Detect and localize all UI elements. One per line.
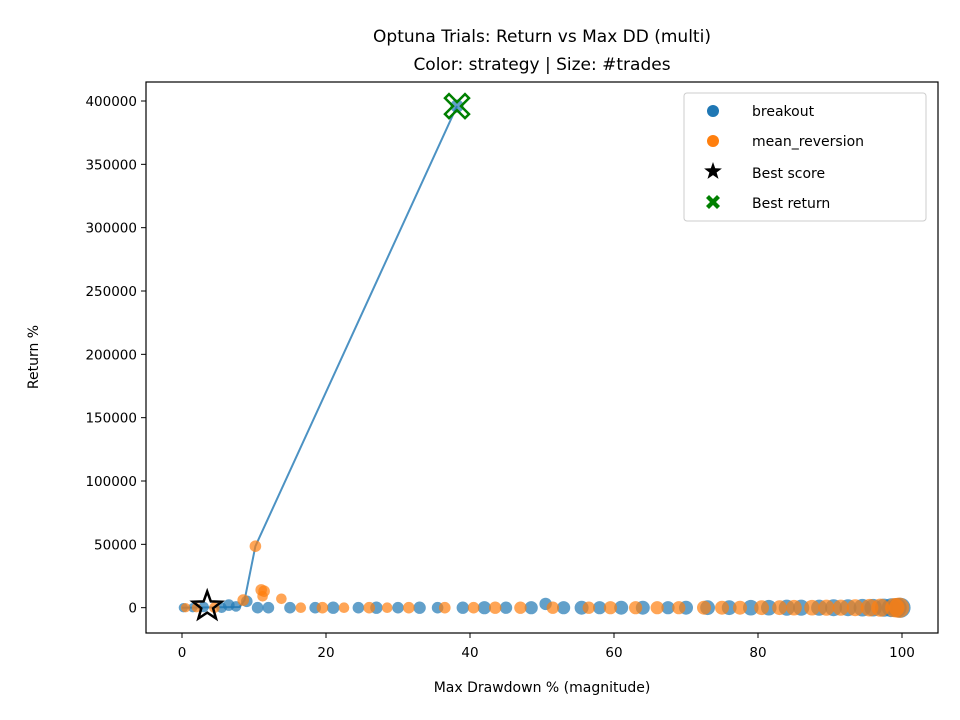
scatter-point-mean-reversion (818, 599, 835, 616)
scatter-point-mean-reversion (582, 601, 595, 614)
scatter-point-breakout (614, 600, 629, 615)
scatter-point-mean-reversion (180, 603, 191, 613)
scatter-point-mean-reversion (832, 599, 849, 616)
scatter-point-breakout (230, 601, 242, 612)
legend-label-mean-reversion: mean_reversion (752, 134, 864, 150)
scatter-point-mean-reversion (871, 598, 890, 617)
y-tick-label: 150000 (85, 411, 137, 427)
y-tick-label: 250000 (85, 284, 137, 300)
scatter-point-breakout (524, 601, 538, 615)
scatter-point-mean-reversion (650, 601, 664, 615)
scatter-point-breakout (327, 601, 340, 614)
scatter-point-mean-reversion (439, 601, 451, 614)
scatter-point-breakout (661, 601, 675, 615)
scatter-point-mean-reversion (338, 602, 350, 613)
scatter-point-mean-reversion (603, 601, 618, 615)
scatter-point-mean-reversion (786, 599, 802, 616)
scatter-point-mean-reversion (257, 591, 268, 602)
plot-frame (145, 81, 939, 634)
y-tick-label: 350000 (85, 157, 137, 173)
x-tick-label: 0 (178, 645, 187, 661)
x-tick-label: 100 (889, 645, 915, 661)
y-tick-label: 400000 (85, 94, 137, 110)
scatter-point-mean-reversion (363, 601, 376, 614)
series-mean-reversion (180, 540, 910, 618)
y-tick-label: 50000 (94, 537, 137, 553)
legend-label-best-return: Best return (752, 196, 830, 212)
scatter-point-breakout (251, 601, 264, 614)
scatter-point-mean-reversion (403, 601, 415, 614)
scatter-point-breakout (413, 601, 426, 614)
scatter-point-breakout (593, 601, 607, 615)
scatter-point-mean-reversion (715, 600, 729, 615)
legend-frame (683, 92, 927, 222)
scatter-point-mean-reversion (733, 600, 747, 615)
y-tick-label: 0 (128, 601, 137, 617)
legend-marker-breakout (707, 105, 719, 117)
x-axis-title: Max Drawdown % (magnitude) (434, 680, 651, 696)
x-tick-label: 20 (317, 645, 334, 661)
best-return-x-marker (443, 92, 471, 120)
best-score-star-marker (189, 587, 225, 622)
scatter-point-mean-reversion (546, 601, 559, 614)
scatter-point-breakout (450, 99, 464, 113)
scatter-point-breakout (352, 601, 365, 614)
scatter-point-mean-reversion (754, 600, 769, 616)
legend: breakout mean_reversion Best score Best … (683, 92, 927, 222)
x-tick-label: 40 (461, 645, 478, 661)
scatter-point-mean-reversion (249, 540, 262, 552)
scatter-point-mean-reversion (629, 601, 643, 615)
scatter-point-mean-reversion (295, 602, 307, 613)
chart-title: Optuna Trials: Return vs Max DD (multi) (373, 27, 711, 47)
legend-marker-mean-reversion (707, 135, 719, 147)
y-tick-label: 100000 (85, 474, 137, 490)
chart-subtitle: Color: strategy | Size: #trades (413, 55, 670, 75)
scatter-point-breakout (477, 601, 491, 615)
scatter-point-mean-reversion (772, 600, 787, 616)
legend-label-breakout: breakout (752, 104, 815, 120)
legend-marker-best-score-star-icon (704, 162, 722, 179)
x-tick-label: 60 (605, 645, 622, 661)
scatter-point-mean-reversion (381, 602, 393, 613)
scatter-point-breakout (557, 601, 571, 615)
scatter-point-breakout (499, 601, 513, 614)
scatter-point-breakout (262, 601, 275, 614)
scatter-point-mean-reversion (514, 601, 527, 614)
scatter-point-mean-reversion (672, 601, 686, 615)
scatter-point-mean-reversion (316, 601, 329, 614)
scatter-point-mean-reversion (489, 601, 502, 614)
scatter-point-breakout (456, 601, 469, 614)
legend-marker-best-return-x-icon (706, 195, 720, 209)
y-tick-label: 200000 (85, 347, 137, 363)
scatter-point-mean-reversion (697, 600, 711, 615)
y-tick-label: 300000 (85, 221, 137, 237)
plot-area (178, 92, 911, 622)
scatter-point-mean-reversion (888, 597, 910, 618)
scatter-point-breakout (284, 601, 296, 614)
scatter-point-mean-reversion (276, 593, 287, 605)
scatter-point-breakout (392, 601, 404, 614)
legend-label-best-score: Best score (752, 166, 825, 182)
axes: 0 20 40 60 80 100 0 50000 100000 150000 200000 2500… (85, 81, 939, 661)
scatter-point-breakout (743, 599, 759, 616)
scatter-point-mean-reversion (846, 599, 864, 617)
scatter-point-mean-reversion (467, 601, 480, 614)
y-axis-title: Return % (26, 325, 42, 389)
scatter-point-mean-reversion (804, 599, 820, 616)
x-tick-label: 80 (749, 645, 766, 661)
scatter-point-mean-reversion (237, 594, 249, 606)
